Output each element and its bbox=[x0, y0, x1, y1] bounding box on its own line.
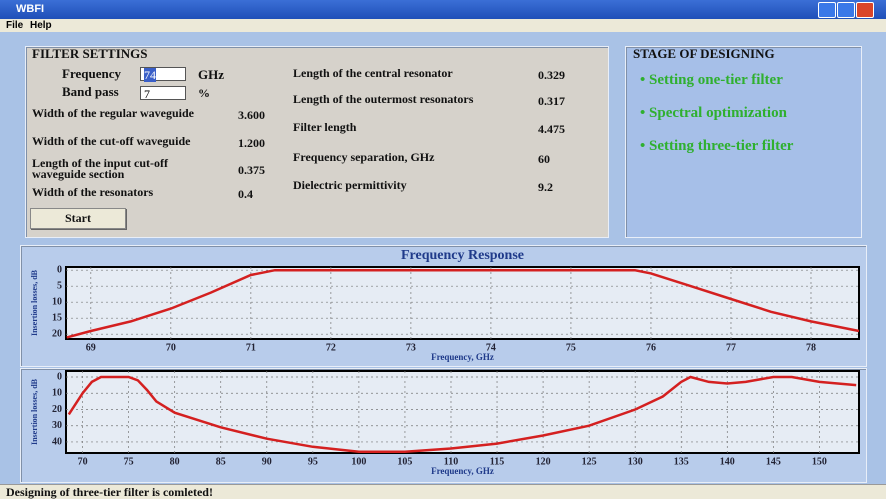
x-tick-label: 73 bbox=[406, 342, 416, 353]
x-tick-label: 75 bbox=[566, 342, 576, 353]
unit: % bbox=[198, 86, 210, 100]
stage-step: • Spectral optimization bbox=[640, 105, 787, 121]
start-button[interactable]: Start bbox=[30, 208, 126, 229]
param-label: Frequency separation, GHz bbox=[293, 150, 435, 164]
y-axis-label: Insertion losses, dB bbox=[30, 269, 39, 336]
x-tick-label: 71 bbox=[246, 342, 256, 353]
param-value: 0.317 bbox=[538, 94, 565, 108]
x-tick-label: 115 bbox=[490, 456, 504, 467]
x-tick-label: 150 bbox=[812, 456, 827, 467]
x-tick-label: 75 bbox=[124, 456, 134, 467]
input-value: 7 bbox=[144, 87, 150, 101]
x-tick-label: 140 bbox=[720, 456, 735, 467]
x-tick-label: 69 bbox=[86, 342, 96, 353]
x-tick-label: 120 bbox=[536, 456, 551, 467]
stage-panel bbox=[625, 46, 862, 238]
frequency-input[interactable]: 74 bbox=[140, 67, 186, 82]
response-curve bbox=[67, 375, 857, 453]
param-label: Filter length bbox=[293, 120, 357, 134]
y-tick-label: 30 bbox=[52, 420, 62, 431]
param-value: 9.2 bbox=[538, 180, 553, 194]
title-bar: WBFI bbox=[0, 0, 886, 19]
chart-title: Frequency Response bbox=[401, 248, 524, 263]
x-tick-label: 80 bbox=[170, 456, 180, 467]
x-tick-label: 77 bbox=[726, 342, 736, 353]
close-button[interactable] bbox=[856, 2, 874, 18]
panel-title: FILTER SETTINGS bbox=[32, 46, 148, 61]
x-tick-label: 125 bbox=[582, 456, 597, 467]
menu-bar: File Help bbox=[0, 19, 886, 32]
x-axis-label: Frequency, GHz bbox=[431, 352, 494, 362]
unit: GHz bbox=[198, 67, 224, 82]
panel-title: STAGE OF DESIGNING bbox=[633, 46, 775, 61]
y-tick-label: 10 bbox=[52, 388, 62, 399]
y-tick-label: 0 bbox=[57, 264, 62, 275]
status-text: Designing of three-tier filter is comlet… bbox=[6, 485, 213, 499]
y-tick-label: 20 bbox=[52, 328, 62, 339]
y-tick-label: 15 bbox=[52, 312, 62, 323]
menu-file[interactable]: File bbox=[6, 20, 24, 31]
stage-step: • Setting one-tier filter bbox=[640, 72, 783, 88]
status-bar: Designing of three-tier filter is comlet… bbox=[0, 484, 886, 499]
x-tick-label: 85 bbox=[216, 456, 226, 467]
y-tick-label: 5 bbox=[57, 280, 62, 291]
chart: Frequency Response 0 5 10 15 20 69 70 71 72 73 74 75… bbox=[30, 248, 860, 362]
chart-panel: Frequency Response 0 5 10 15 20 69 70 71 72 73 74 75… bbox=[20, 245, 867, 367]
maximize-button[interactable] bbox=[837, 2, 855, 18]
x-tick-label: 95 bbox=[308, 456, 318, 467]
chart-panel: 0 10 20 30 40 70 75 80 85 90 95 100 105 110 115 120 125 1… bbox=[20, 368, 867, 483]
param-value: 4.475 bbox=[538, 122, 565, 136]
x-tick-label: 74 bbox=[486, 342, 496, 353]
x-tick-label: 110 bbox=[444, 456, 458, 467]
x-tick-label: 90 bbox=[262, 456, 272, 467]
y-axis-label: Insertion losses, dB bbox=[30, 378, 39, 445]
param-value: 1.200 bbox=[238, 136, 265, 150]
x-axis-label: Frequency, GHz bbox=[431, 466, 494, 476]
x-tick-label: 78 bbox=[806, 342, 816, 353]
param-label: Width of the cut-off waveguide bbox=[32, 134, 191, 148]
filter-settings-panel bbox=[25, 46, 609, 238]
chart: 0 10 20 30 40 70 75 80 85 90 95 100 105 110 115 120 125 1… bbox=[30, 370, 860, 476]
y-tick-label: 0 bbox=[57, 371, 62, 382]
x-tick-label: 100 bbox=[351, 456, 366, 467]
x-tick-label: 70 bbox=[78, 456, 88, 467]
response-curve bbox=[66, 268, 860, 339]
param-label: Length of the central resonator bbox=[293, 66, 453, 80]
x-tick-label: 145 bbox=[766, 456, 781, 467]
param-label: Length of the outermost resonators bbox=[293, 92, 474, 106]
y-tick-label: 20 bbox=[52, 404, 62, 415]
param-label: Dielectric permittivity bbox=[293, 178, 407, 192]
plot-area bbox=[65, 266, 860, 340]
param-value: 60 bbox=[538, 152, 550, 166]
y-tick-label: 40 bbox=[52, 436, 62, 447]
param-label: Width of the resonators bbox=[32, 185, 154, 199]
band-pass-input[interactable]: 7 bbox=[140, 86, 186, 101]
field-label: Frequency bbox=[62, 66, 121, 81]
menu-help[interactable]: Help bbox=[30, 20, 52, 31]
x-tick-label: 76 bbox=[646, 342, 656, 353]
param-value: 0.4 bbox=[238, 187, 253, 201]
x-tick-label: 105 bbox=[397, 456, 412, 467]
x-tick-label: 130 bbox=[628, 456, 643, 467]
param-value: 0.329 bbox=[538, 68, 565, 82]
x-tick-label: 70 bbox=[166, 342, 176, 353]
input-value: 74 bbox=[144, 68, 156, 82]
x-tick-label: 72 bbox=[326, 342, 336, 353]
param-label: Width of the regular waveguide bbox=[32, 106, 195, 120]
window-title: WBFI bbox=[16, 3, 45, 15]
minimize-button[interactable] bbox=[818, 2, 836, 18]
param-value: 3.600 bbox=[238, 108, 265, 122]
param-label: Length of the input cut-off waveguide se… bbox=[32, 156, 169, 181]
stage-step: • Setting three-tier filter bbox=[640, 138, 794, 154]
param-value: 0.375 bbox=[238, 163, 265, 177]
field-label: Band pass bbox=[62, 84, 119, 99]
x-tick-label: 135 bbox=[674, 456, 689, 467]
y-tick-label: 10 bbox=[52, 296, 62, 307]
